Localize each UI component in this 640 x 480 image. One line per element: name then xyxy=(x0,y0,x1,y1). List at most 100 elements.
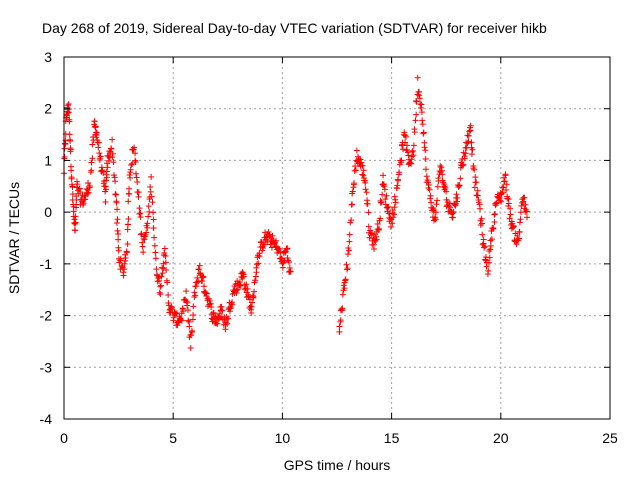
data-point xyxy=(425,179,432,186)
data-point xyxy=(208,304,215,311)
data-point xyxy=(183,298,190,305)
data-point xyxy=(239,270,246,277)
data-point xyxy=(372,238,379,245)
data-point xyxy=(287,268,294,275)
data-point xyxy=(360,167,367,174)
data-point xyxy=(233,289,240,296)
data-point xyxy=(80,200,87,207)
data-point xyxy=(516,219,523,226)
data-point xyxy=(132,159,139,166)
data-point xyxy=(505,200,512,207)
data-point xyxy=(88,159,95,166)
data-point xyxy=(139,243,146,250)
data-point xyxy=(473,179,480,186)
data-point xyxy=(178,317,185,324)
data-point xyxy=(420,129,427,136)
data-point xyxy=(457,175,464,182)
data-point xyxy=(485,259,492,266)
data-point xyxy=(481,244,488,251)
data-point xyxy=(410,152,417,159)
data-point xyxy=(144,220,151,227)
data-point xyxy=(398,157,405,164)
data-point xyxy=(66,116,73,123)
data-point xyxy=(88,167,95,174)
data-point xyxy=(524,214,531,221)
data-point xyxy=(394,182,401,189)
data-point xyxy=(95,139,102,146)
data-point xyxy=(72,219,79,226)
data-point xyxy=(363,189,370,196)
data-point xyxy=(276,246,283,253)
data-point xyxy=(367,231,374,238)
data-point xyxy=(86,182,93,189)
data-point xyxy=(374,221,381,228)
data-point xyxy=(418,101,425,108)
data-point xyxy=(495,194,502,201)
data-point xyxy=(488,236,495,243)
data-point xyxy=(285,259,292,266)
data-point xyxy=(422,155,429,162)
data-point xyxy=(346,238,353,245)
data-point xyxy=(112,191,119,198)
data-point xyxy=(99,167,106,174)
data-point xyxy=(425,182,432,189)
y-tick-label: 1 xyxy=(44,152,52,168)
data-point xyxy=(477,205,484,212)
data-point xyxy=(108,145,115,152)
data-point xyxy=(366,234,373,241)
y-tick-label: -1 xyxy=(40,256,53,272)
data-point xyxy=(434,183,441,190)
data-point xyxy=(252,277,259,284)
y-tick-label: 2 xyxy=(44,101,52,117)
data-point xyxy=(414,91,421,98)
x-tick-label: 25 xyxy=(602,430,618,446)
data-point xyxy=(244,285,251,292)
data-point xyxy=(462,150,469,157)
data-point xyxy=(218,303,225,310)
data-point xyxy=(96,150,103,157)
data-point xyxy=(416,95,423,102)
data-point xyxy=(435,175,442,182)
data-point xyxy=(433,201,440,208)
data-point xyxy=(501,178,508,185)
data-point xyxy=(247,303,254,310)
data-point xyxy=(229,299,236,306)
data-point xyxy=(152,255,159,262)
data-point xyxy=(124,240,131,247)
data-point xyxy=(114,216,121,223)
data-point xyxy=(413,98,420,105)
data-point xyxy=(340,282,347,289)
data-point xyxy=(77,188,84,195)
data-point xyxy=(467,122,474,129)
y-tick-label: -3 xyxy=(40,359,53,375)
data-point xyxy=(153,266,160,273)
data-point xyxy=(196,262,203,269)
data-point xyxy=(353,157,360,164)
data-point xyxy=(468,139,475,146)
data-point xyxy=(248,310,255,317)
x-tick-label: 15 xyxy=(384,430,400,446)
data-point xyxy=(225,315,232,322)
data-point xyxy=(151,242,158,249)
data-point xyxy=(353,147,360,154)
data-point xyxy=(383,192,390,199)
data-point xyxy=(122,254,129,261)
data-point xyxy=(135,189,142,196)
data-point xyxy=(380,182,387,189)
data-point xyxy=(69,191,76,198)
data-point xyxy=(143,229,150,236)
data-point xyxy=(487,237,494,244)
data-point xyxy=(434,197,441,204)
data-point xyxy=(115,231,122,238)
data-point xyxy=(371,246,378,253)
data-point xyxy=(190,312,197,319)
data-point xyxy=(471,166,478,173)
data-point xyxy=(346,231,353,238)
data-point xyxy=(499,189,506,196)
data-point xyxy=(92,123,99,130)
data-point xyxy=(432,216,439,223)
data-point xyxy=(195,266,202,273)
data-point xyxy=(112,178,119,185)
data-point xyxy=(359,171,366,178)
data-point xyxy=(180,308,187,315)
